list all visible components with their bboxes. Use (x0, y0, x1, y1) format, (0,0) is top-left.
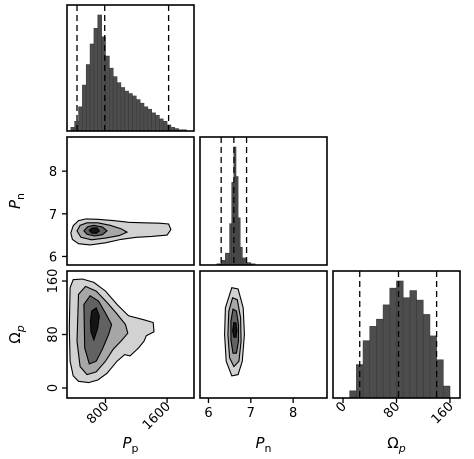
hist-bar-Pp-19 (139, 102, 145, 132)
hist-bar-Pp-6 (89, 43, 95, 132)
hist-bar-Pp-25 (162, 121, 168, 132)
xlabel-Pn: Pn (255, 434, 271, 455)
hist-bar-Omega_p-8 (396, 280, 404, 399)
hist-bar-Pn-5 (229, 223, 233, 266)
ytick-label-Omega_p-2: 160 (46, 269, 61, 294)
hist-bar-Pp-10 (105, 55, 110, 132)
hist-bar-Omega_p-15 (442, 385, 451, 399)
hist-bar-Pp-21 (147, 108, 152, 132)
hist-bar-Pp-22 (151, 112, 156, 132)
contour-Pn-Omega_p-4 (232, 321, 238, 338)
xlabel-Pp: Pp (122, 434, 138, 455)
hist-bar-Pp-15 (124, 90, 129, 132)
marginal-panel-Pn (199, 136, 328, 266)
hist-bar-Pp-7 (93, 27, 99, 132)
hist-bar-Pp-14 (120, 87, 126, 132)
joint-panel-Pn-Omega_p (199, 270, 328, 399)
hist-bar-Omega_p-12 (422, 314, 431, 399)
ylabel-Omega_p: Ωp (6, 325, 27, 343)
hist-bar-Pn-4 (225, 252, 230, 266)
hist-bar-Pp-16 (128, 93, 133, 132)
contour-Pp-Pn-4 (88, 227, 101, 234)
hist-bar-Omega_p-6 (382, 304, 391, 399)
hist-bar-Pp-23 (155, 114, 160, 132)
hist-bar-Pp-20 (143, 106, 149, 132)
contour-Pp-Omega_p-4 (89, 306, 100, 342)
xtick-label-Pp-1: 1600 (140, 399, 174, 433)
xtick-label-Pn-2: 8 (289, 406, 297, 421)
hist-bar-Omega_p-10 (409, 290, 417, 399)
xtick-label-Omega_p-0: 0 (333, 399, 349, 415)
xtick-label-Omega_p-1: 80 (381, 399, 403, 421)
hist-bar-Pn-8 (235, 176, 239, 266)
xtick-label-Pn-1: 7 (247, 406, 255, 421)
hist-bar-Omega_p-5 (376, 318, 384, 399)
hist-bar-Omega_p-13 (429, 335, 437, 399)
xtick-label-Pn-0: 6 (204, 406, 212, 421)
hist-bar-Pp-12 (112, 76, 118, 132)
hist-bar-Pp-17 (132, 95, 137, 132)
hist-bar-Omega_p-1 (349, 390, 357, 399)
hist-bar-Pp-3 (78, 106, 83, 132)
hist-bar-Omega_p-4 (369, 326, 377, 399)
hist-bar-Pp-24 (159, 118, 164, 132)
hist-bar-Pp-5 (85, 64, 91, 132)
contour-Pp-Omega_p-3 (83, 294, 113, 365)
hist-bar-Pp-4 (82, 84, 87, 132)
xlabel-Omega_p: Ωp (387, 434, 405, 455)
ytick-label-Pn-1: 7 (49, 208, 57, 223)
xtick-label-Pp-0: 800 (84, 399, 112, 427)
ytick-label-Omega_p-1: 80 (46, 326, 61, 343)
hist-bar-Pp-11 (109, 67, 114, 132)
hist-bar-Omega_p-7 (389, 287, 397, 399)
ytick-label-Omega_p-0: 0 (46, 384, 61, 392)
hist-bar-Omega_p-14 (436, 359, 444, 399)
hist-bar-Pp-8 (97, 14, 102, 132)
hist-bar-Pp-18 (135, 99, 141, 132)
hist-bar-Omega_p-9 (402, 297, 411, 399)
hist-bar-Pn-10 (239, 247, 243, 266)
marginal-panel-Pp (66, 4, 195, 132)
ytick-label-Pn-2: 8 (49, 165, 57, 180)
ylabel-Pn: Pn (6, 193, 27, 209)
hist-bar-Omega_p-3 (362, 340, 371, 399)
hist-bar-Pn-9 (237, 217, 241, 266)
hist-bar-Omega_p-11 (416, 299, 424, 399)
joint-panel-Pp-Pn (66, 136, 195, 266)
ytick-label-Pn-0: 6 (49, 250, 57, 265)
xtick-label-Omega_p-2: 160 (429, 399, 457, 427)
hist-bar-Pp-13 (116, 82, 122, 132)
